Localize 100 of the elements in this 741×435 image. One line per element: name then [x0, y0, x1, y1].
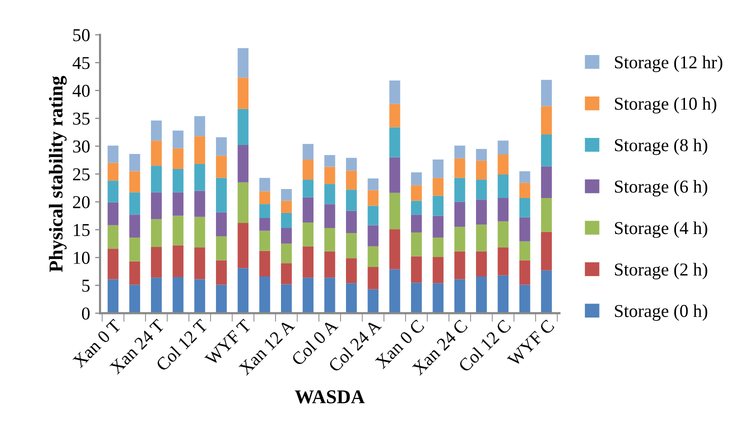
- bar: [238, 223, 248, 268]
- bar: [129, 284, 140, 314]
- bar: [172, 192, 184, 216]
- bar: [498, 154, 509, 175]
- bar: [216, 156, 227, 178]
- bar: [476, 200, 487, 225]
- bar: [389, 104, 400, 128]
- bar: [389, 269, 400, 314]
- y-tick-label: 45: [72, 57, 90, 70]
- bar: [150, 166, 162, 192]
- bar: [194, 190, 206, 217]
- bar: [280, 284, 292, 314]
- bar: [108, 162, 118, 181]
- bar: [172, 130, 184, 148]
- bar: [498, 248, 509, 276]
- bar: [368, 266, 379, 290]
- bar: [324, 184, 336, 204]
- bar: [389, 229, 400, 270]
- bar: [519, 260, 530, 285]
- legend-label: Storage (8 h): [614, 138, 708, 156]
- bar: [108, 202, 118, 226]
- bar: [368, 225, 379, 246]
- bar: [324, 228, 336, 252]
- bar: [411, 256, 422, 283]
- bar: [129, 171, 140, 192]
- bar: [324, 204, 336, 228]
- bar: [129, 214, 140, 238]
- y-tick-label: 30: [73, 140, 90, 153]
- bar: [194, 248, 206, 280]
- bar: [476, 251, 487, 276]
- bar: [150, 219, 162, 247]
- bar: [454, 251, 466, 280]
- bar: [280, 263, 292, 284]
- y-tick-label: 40: [72, 84, 90, 97]
- bar: [476, 224, 487, 252]
- bar: [172, 168, 184, 192]
- bar: [302, 278, 314, 314]
- y-tick-label: 15: [74, 224, 90, 236]
- bar: [194, 164, 206, 191]
- bar: [519, 284, 530, 314]
- bar: [519, 171, 530, 183]
- bar: [368, 246, 379, 267]
- bar: [432, 237, 444, 257]
- bar: [108, 248, 118, 280]
- bar: [368, 190, 379, 206]
- y-tick-label: 20: [73, 196, 90, 208]
- bar: [541, 166, 552, 198]
- bar: [216, 137, 227, 156]
- bar: [498, 275, 509, 314]
- bar: [368, 289, 379, 314]
- bar: [432, 196, 444, 216]
- bar: [541, 134, 552, 166]
- bar: [259, 276, 270, 314]
- bar: [411, 200, 422, 215]
- bar: [216, 284, 227, 314]
- bar: [302, 180, 314, 198]
- x-axis-title: WASDA: [294, 390, 365, 404]
- bar: [454, 178, 466, 202]
- bar: [280, 189, 292, 201]
- legend-label: Storage (2 h): [614, 262, 708, 280]
- bar: [216, 236, 227, 260]
- bar: [454, 158, 466, 178]
- bar: [519, 217, 530, 242]
- bar: [411, 232, 422, 256]
- bar: [150, 246, 162, 278]
- bar: [108, 146, 118, 163]
- bar: [368, 178, 379, 190]
- bar: [432, 160, 444, 178]
- bar: [150, 278, 162, 314]
- bar: [346, 233, 357, 258]
- bar: [129, 237, 140, 262]
- bar: [432, 216, 444, 238]
- bar: [259, 191, 270, 204]
- bar: [324, 166, 336, 184]
- bar: [541, 106, 552, 134]
- bar: [150, 120, 162, 141]
- bar: [541, 80, 552, 106]
- bar: [108, 180, 118, 202]
- bar: [432, 283, 444, 314]
- bar: [411, 185, 422, 201]
- bar: [346, 158, 357, 171]
- bar: [519, 241, 530, 260]
- bar: [238, 268, 248, 314]
- legend-label: Storage (10 h): [614, 97, 716, 114]
- legend-label: Storage (0 h): [614, 304, 708, 321]
- bar: [238, 145, 248, 182]
- y-tick-label: 0: [82, 307, 90, 320]
- bar: [498, 198, 509, 222]
- y-tick-label: 50: [73, 29, 90, 42]
- bar: [302, 144, 314, 160]
- bar: [194, 136, 206, 164]
- bar: [389, 192, 400, 230]
- bar: [238, 48, 248, 78]
- bar: [432, 256, 444, 284]
- y-tick-label: 35: [73, 112, 90, 125]
- bar: [216, 260, 227, 285]
- bar: [238, 182, 248, 223]
- bar: [476, 148, 487, 161]
- bar: [476, 160, 487, 180]
- bar: [238, 108, 248, 146]
